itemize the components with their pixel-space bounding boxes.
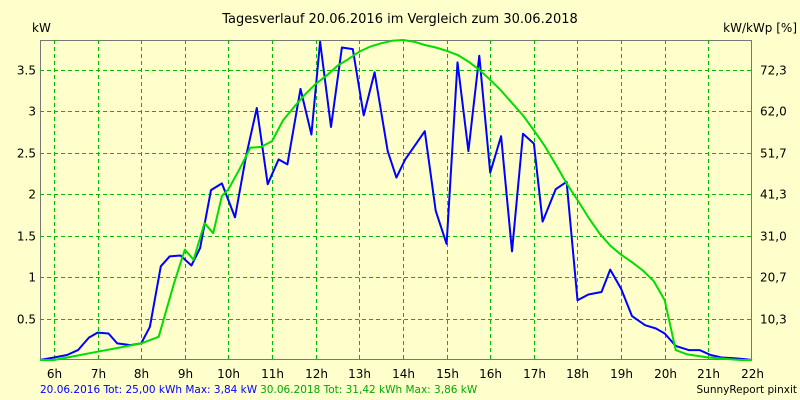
y-left-tick-label: 2.5 — [17, 147, 36, 161]
y-right-tick-label: 20,7 — [760, 271, 787, 285]
y-axis-right-ticks: 10,3 20,7 31,0 41,3 51,7 62,0 72,3 — [760, 64, 787, 327]
y-right-tick-label: 51,7 — [760, 147, 787, 161]
series-line-1 — [39, 40, 753, 361]
series-line-2 — [40, 39, 752, 361]
x-tick-label: 10h — [217, 367, 240, 381]
x-tick-label: 18h — [566, 367, 589, 381]
y-right-tick-label: 72,3 — [760, 64, 787, 78]
y-right-tick-label: 31,0 — [760, 230, 787, 244]
credit-label: SunnyReport pinxit — [697, 384, 797, 396]
y-right-tick-label: 62,0 — [760, 105, 787, 119]
y-left-tick-label: 1 — [28, 271, 36, 285]
left-unit-label: kW — [32, 21, 51, 35]
y-left-tick-label: 1.5 — [17, 230, 36, 244]
x-tick-label: 8h — [134, 367, 149, 381]
y-left-tick-label: 0.5 — [17, 313, 36, 327]
y-left-tick-label: 2 — [28, 188, 36, 202]
x-tick-label: 22h — [741, 367, 764, 381]
y-axis-left-ticks: 0.5 1 1.5 2 2.5 3 3.5 — [17, 64, 36, 327]
series-lines — [39, 39, 753, 361]
x-tick-label: 13h — [348, 367, 371, 381]
y-right-tick-label: 10,3 — [760, 313, 787, 327]
right-unit-label: kW/kWp [%] — [723, 21, 797, 35]
x-tick-label: 20h — [654, 367, 677, 381]
y-right-tick-label: 41,3 — [760, 188, 787, 202]
chart-title: Tagesverlauf 20.06.2016 im Vergleich zum… — [221, 12, 578, 27]
x-tick-label: 14h — [392, 367, 415, 381]
x-tick-label: 6h — [47, 367, 62, 381]
x-tick-label: 19h — [610, 367, 633, 381]
x-tick-label: 21h — [697, 367, 720, 381]
y-left-tick-label: 3.5 — [17, 64, 36, 78]
x-axis-ticks: 6h 7h 8h 9h 10h 11h 12h 13h 14h 15h 16h 17h 18h 19h 20… — [47, 367, 764, 381]
y-left-tick-label: 3 — [28, 105, 36, 119]
x-tick-label: 17h — [523, 367, 546, 381]
series-1-summary: 20.06.2016 Tot: 25,00 kWh Max: 3,84 kW — [40, 384, 258, 396]
footer-legend: 20.06.2016 Tot: 25,00 kWh Max: 3,84 kW 30… — [40, 384, 797, 396]
grid — [40, 40, 752, 360]
svg-text:20.06.2016 Tot: 25,00 kWh Max:: 20.06.2016 Tot: 25,00 kWh Max: 3,84 kW 30… — [40, 384, 478, 396]
x-tick-label: 16h — [479, 367, 502, 381]
x-tick-label: 15h — [436, 367, 459, 381]
x-tick-label: 9h — [178, 367, 193, 381]
x-tick-label: 7h — [91, 367, 106, 381]
x-tick-label: 12h — [305, 367, 328, 381]
plot-border — [40, 40, 752, 360]
x-tick-label: 11h — [261, 367, 284, 381]
series-2-summary: 30.06.2018 Tot: 31,42 kWh Max: 3,86 kW — [260, 384, 478, 396]
